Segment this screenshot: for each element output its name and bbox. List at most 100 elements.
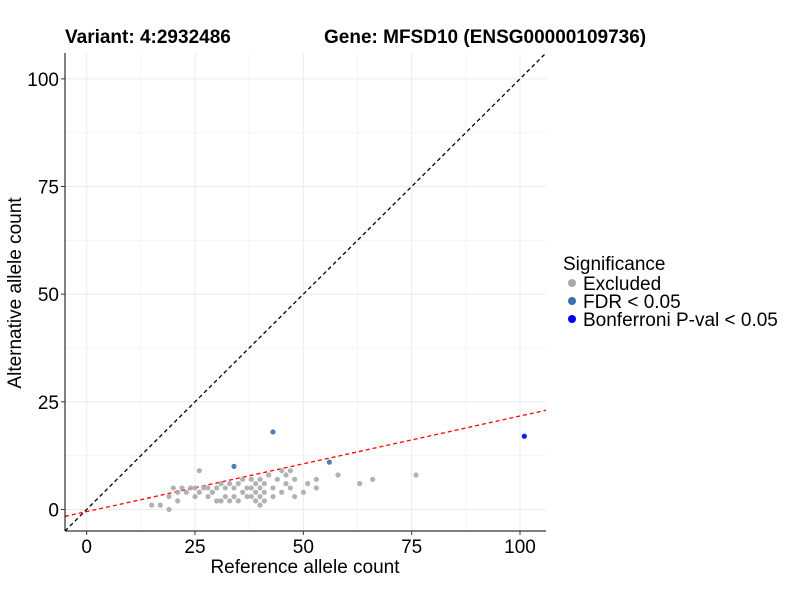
data-point-series-0 <box>205 493 211 500</box>
data-point-series-0 <box>222 493 228 500</box>
data-point-series-0 <box>261 481 267 487</box>
title-variant: Variant: 4:2932486 <box>65 27 231 48</box>
data-point-series-0 <box>188 485 194 491</box>
y-tick-label: 0 <box>48 500 59 521</box>
data-point-series-0 <box>170 485 176 491</box>
y-tick-label: 25 <box>38 393 59 414</box>
reference-lines <box>64 52 547 532</box>
data-point-series-0 <box>222 485 228 491</box>
legend-label: FDR < 0.05 <box>583 292 681 313</box>
legend-swatch <box>568 297 576 305</box>
data-point-series-0 <box>244 485 250 491</box>
data-point-series-0 <box>283 472 289 478</box>
y-axis-title: Alternative allele count <box>5 197 26 389</box>
data-point-series-0 <box>253 489 259 495</box>
reference-line-identity <box>64 52 547 532</box>
axes <box>64 53 546 532</box>
data-point-series-0 <box>261 489 267 495</box>
grid <box>65 53 546 531</box>
data-point-series-0 <box>274 476 280 482</box>
data-point-series-0 <box>214 485 220 491</box>
x-tick-label: 25 <box>184 537 205 558</box>
data-point-series-1 <box>326 459 332 465</box>
x-tick-label: 100 <box>504 537 536 558</box>
data-point-series-0 <box>157 502 163 508</box>
data-point-series-0 <box>370 476 376 482</box>
data-point-series-0 <box>287 485 293 491</box>
data-point-series-0 <box>248 476 254 482</box>
data-point-series-0 <box>218 481 224 487</box>
data-point-series-0 <box>196 468 202 474</box>
data-point-series-0 <box>183 489 189 495</box>
data-point-series-0 <box>248 493 254 500</box>
data-point-series-0 <box>270 493 276 500</box>
data-point-series-0 <box>253 481 259 487</box>
data-point-series-0 <box>166 506 172 513</box>
data-point-series-0 <box>175 489 181 495</box>
data-point-series-0 <box>240 489 246 495</box>
data-point-series-1 <box>231 463 237 470</box>
data-point-series-0 <box>179 485 185 491</box>
data-point-series-2 <box>521 433 527 439</box>
x-tick-label: 75 <box>401 537 422 558</box>
data-point-series-0 <box>300 489 306 495</box>
data-point-series-0 <box>235 498 241 504</box>
data-point-series-0 <box>257 476 263 482</box>
data-point-series-0 <box>283 481 289 487</box>
y-tick-label: 50 <box>38 285 59 306</box>
legend-swatch <box>568 315 576 323</box>
legend-label: Bonferroni P-val < 0.05 <box>583 310 778 331</box>
data-point-series-0 <box>205 485 211 491</box>
data-point-series-0 <box>357 481 363 487</box>
data-point-series-0 <box>292 493 298 500</box>
data-point-series-0 <box>292 476 298 482</box>
data-point-series-0 <box>257 493 263 500</box>
data-point-series-0 <box>196 489 202 495</box>
data-point-series-0 <box>227 481 233 487</box>
data-point-series-0 <box>253 498 259 504</box>
data-point-series-0 <box>287 468 293 474</box>
data-point-series-0 <box>166 493 172 500</box>
data-point-series-0 <box>192 493 198 500</box>
data-point-series-0 <box>209 489 215 495</box>
data-point-series-0 <box>235 481 241 487</box>
data-point-series-0 <box>231 485 237 491</box>
data-point-series-0 <box>261 498 267 504</box>
x-axis-title: Reference allele count <box>210 557 400 578</box>
data-point-series-0 <box>413 472 419 478</box>
data-point-series-1 <box>270 429 276 435</box>
legend-title: Significance <box>563 254 665 275</box>
data-point-series-0 <box>201 485 207 491</box>
data-point-series-0 <box>305 481 311 487</box>
data-point-series-0 <box>313 476 319 482</box>
data-point-series-0 <box>313 485 319 491</box>
data-point-series-0 <box>218 498 224 504</box>
y-tick-label: 75 <box>38 177 59 198</box>
legend-swatch <box>568 279 576 287</box>
data-point-series-0 <box>240 476 246 482</box>
title-gene: Gene: MFSD10 (ENSG00000109736) <box>324 27 646 48</box>
data-point-series-0 <box>335 472 341 478</box>
data-point-series-0 <box>248 485 254 491</box>
data-point-series-0 <box>279 468 285 474</box>
data-point-series-0 <box>257 502 263 508</box>
legend-label: Excluded <box>583 274 661 295</box>
data-point-series-0 <box>244 493 250 500</box>
reference-line-fit <box>64 409 547 518</box>
x-tick-label: 50 <box>293 537 314 558</box>
x-tick-label: 0 <box>81 537 92 558</box>
data-point-series-0 <box>227 498 233 504</box>
data-point-series-0 <box>279 489 285 495</box>
data-point-series-0 <box>266 472 272 478</box>
data-point-series-0 <box>214 498 220 504</box>
y-tick-label: 100 <box>27 70 59 91</box>
tick-labels: 0 25 50 75 100 0 25 50 75 100 <box>27 70 536 558</box>
data-point-series-0 <box>231 493 237 500</box>
data-point-series-0 <box>175 498 181 504</box>
data-point-series-0 <box>257 485 263 491</box>
data-point-series-0 <box>192 485 198 491</box>
data-point-series-0 <box>270 485 276 491</box>
data-points <box>149 429 527 513</box>
